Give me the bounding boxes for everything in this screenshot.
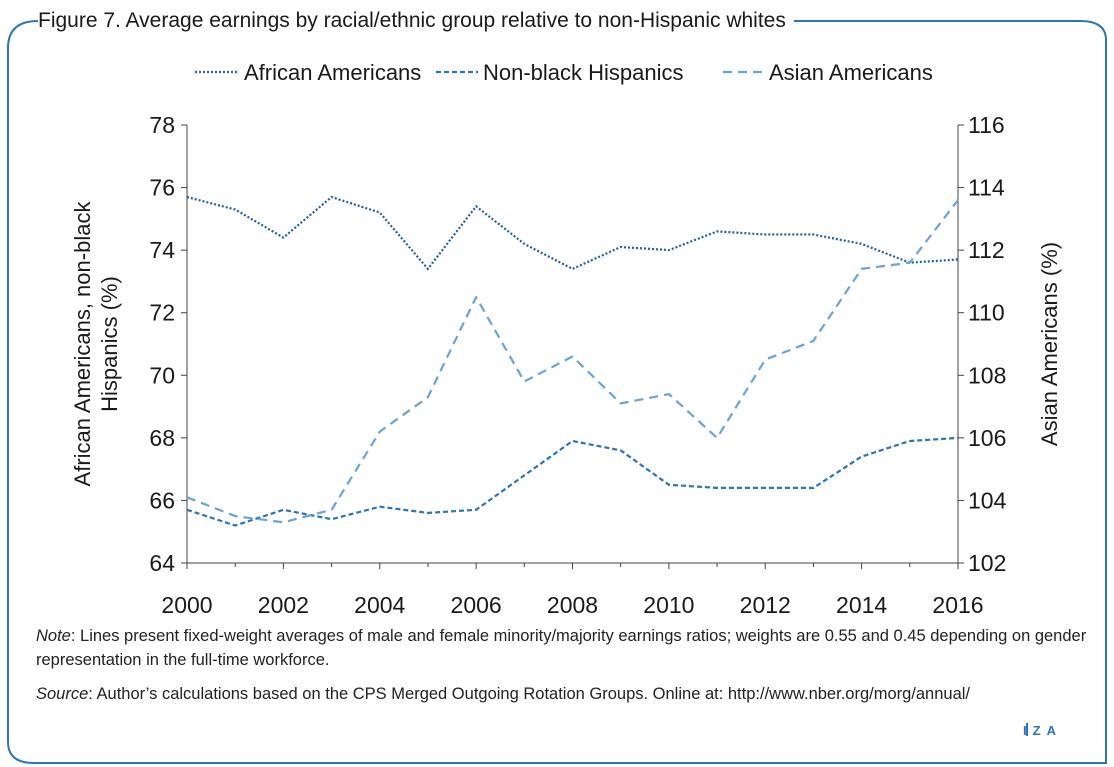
y-tick-label-left: 66 xyxy=(149,487,175,513)
axes: 64 66 68 70 72 74 76 78 102 104 106 108 110 112 114 116… xyxy=(70,112,1062,618)
y-axis-label-line: African Americans, non-black xyxy=(70,201,95,487)
source-text: : Author’s calculations based on the CPS… xyxy=(88,685,971,703)
iza-logo: IZA xyxy=(1023,723,1062,738)
frame-border xyxy=(7,20,1107,764)
legend-label: African Americans xyxy=(244,60,421,85)
legend-label: Non-black Hispanics xyxy=(483,60,684,85)
x-tick-label: 2004 xyxy=(354,592,405,618)
y-tick-label-right: 110 xyxy=(968,300,1005,326)
source-paragraph: Source: Author’s calculations based on t… xyxy=(36,682,1096,706)
y-tick-label-right: 102 xyxy=(968,550,1006,576)
y-tick-label-left: 76 xyxy=(149,175,175,201)
x-tick-label: 2012 xyxy=(740,592,791,618)
x-tick-label: 2014 xyxy=(836,592,887,618)
figure-title: Figure 7. Average earnings by racial/eth… xyxy=(38,6,794,36)
y-tick-label-left: 74 xyxy=(149,237,175,263)
series-lines xyxy=(186,195,959,527)
legend-label: Asian Americans xyxy=(769,60,933,85)
x-tick-label: 2010 xyxy=(643,592,694,618)
x-tick-label: 2006 xyxy=(451,592,502,618)
series-line-non-black-hispanics xyxy=(186,436,959,527)
source-label: Source xyxy=(36,685,89,703)
figure-notes: Note: Lines present fixed-weight average… xyxy=(36,624,1096,716)
line-chart: African Americans Non-black Hispanics Asia… xyxy=(70,60,1062,618)
y-axis-label-left: African Americans, non-blackHispanics (%… xyxy=(70,201,122,487)
x-tick-label: 2008 xyxy=(547,592,598,618)
y-tick-label-right: 112 xyxy=(968,237,1005,263)
brand-bar xyxy=(1026,723,1028,736)
y-tick-label-left: 72 xyxy=(149,300,175,326)
y-axis-label-right: Asian Americans (%) xyxy=(1037,242,1062,446)
x-tick-label: 2000 xyxy=(161,592,212,618)
legend: African Americans Non-black Hispanics Asia… xyxy=(195,60,933,85)
y-tick-label-left: 64 xyxy=(149,550,175,576)
y-tick-label-right: 108 xyxy=(968,362,1006,388)
y-tick-label-right: 116 xyxy=(968,112,1005,138)
note-text: : Lines present fixed-weight averages of… xyxy=(36,627,1087,669)
series-line-asian-americans xyxy=(186,199,959,524)
y-tick-label-left: 68 xyxy=(149,425,175,451)
series-line-african-americans xyxy=(186,195,959,270)
note-label: Note xyxy=(36,627,71,645)
note-paragraph: Note: Lines present fixed-weight average… xyxy=(36,624,1096,672)
y-tick-label-right: 114 xyxy=(968,175,1005,201)
y-tick-label-right: 104 xyxy=(968,487,1007,513)
x-tick-label: 2016 xyxy=(932,592,983,618)
y-tick-label-left: 70 xyxy=(149,362,175,388)
x-tick-label: 2002 xyxy=(258,592,309,618)
y-tick-label-left: 78 xyxy=(149,112,175,138)
y-axis-label-line: Hispanics (%) xyxy=(97,276,122,412)
y-tick-label-right: 106 xyxy=(968,425,1006,451)
